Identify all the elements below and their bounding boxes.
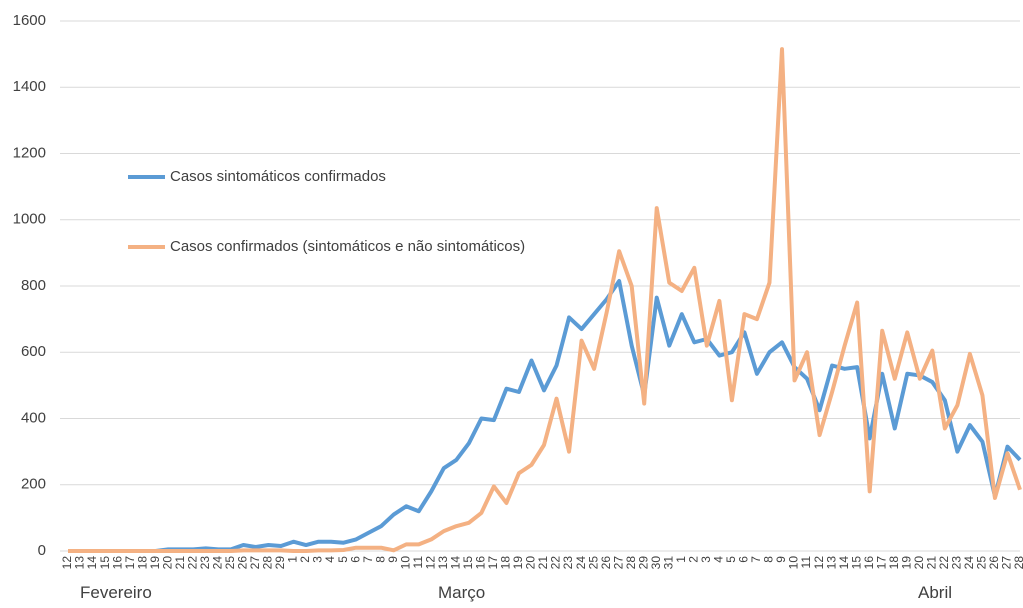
x-tick-label: 17 (874, 556, 888, 570)
x-tick-label: 21 (173, 556, 187, 570)
x-tick-label: 23 (561, 556, 575, 570)
legend-label: Casos sintomáticos confirmados (170, 168, 386, 185)
x-tick-label: 24 (574, 556, 588, 570)
x-tick-label: 25 (223, 556, 237, 570)
y-tick-label: 0 (38, 542, 46, 559)
x-tick-label: 12 (423, 556, 437, 570)
x-tick-label: 6 (737, 556, 751, 563)
x-group-label: Fevereiro (80, 583, 152, 602)
x-tick-label: 13 (436, 556, 450, 570)
x-tick-label: 19 (511, 556, 525, 570)
x-tick-label: 13 (824, 556, 838, 570)
y-tick-label: 1000 (13, 211, 46, 228)
legend-label: Casos confirmados (sintomáticos e não si… (170, 238, 525, 255)
x-tick-label: 3 (311, 556, 325, 563)
y-tick-label: 1600 (13, 12, 46, 29)
x-tick-label: 27 (1000, 556, 1014, 570)
x-tick-label: 25 (586, 556, 600, 570)
x-tick-label: 21 (536, 556, 550, 570)
x-tick-label: 16 (474, 556, 488, 570)
x-tick-label: 30 (649, 556, 663, 570)
x-tick-label: 15 (461, 556, 475, 570)
x-tick-label: 28 (261, 556, 275, 570)
x-tick-label: 20 (524, 556, 538, 570)
x-tick-label: 4 (323, 556, 337, 563)
x-tick-label: 8 (762, 556, 776, 563)
x-tick-label: 28 (1012, 556, 1023, 570)
x-tick-label: 29 (636, 556, 650, 570)
x-tick-label: 4 (712, 556, 726, 563)
x-tick-label: 22 (549, 556, 563, 570)
x-tick-label: 14 (837, 556, 851, 570)
x-tick-label: 23 (950, 556, 964, 570)
x-tick-label: 11 (411, 556, 425, 569)
x-tick-label: 24 (962, 556, 976, 570)
x-tick-label: 9 (386, 556, 400, 563)
x-tick-label: 14 (85, 556, 99, 570)
x-tick-label: 2 (686, 556, 700, 563)
x-group-label: Março (438, 583, 485, 602)
x-tick-label: 13 (73, 556, 87, 570)
x-tick-label: 27 (611, 556, 625, 570)
x-tick-label: 20 (912, 556, 926, 570)
x-tick-label: 16 (110, 556, 124, 570)
x-tick-label: 18 (887, 556, 901, 570)
x-tick-label: 6 (348, 556, 362, 563)
x-tick-label: 5 (724, 556, 738, 563)
x-tick-label: 10 (398, 556, 412, 570)
x-tick-label: 21 (924, 556, 938, 570)
x-tick-label: 5 (336, 556, 350, 563)
x-tick-label: 18 (135, 556, 149, 570)
x-tick-label: 26 (599, 556, 613, 570)
y-tick-label: 1200 (13, 144, 46, 161)
x-tick-label: 12 (60, 556, 74, 570)
y-tick-label: 800 (21, 277, 46, 294)
x-tick-label: 17 (123, 556, 137, 570)
x-tick-label: 1 (286, 556, 300, 563)
x-tick-label: 18 (499, 556, 513, 570)
x-tick-label: 14 (448, 556, 462, 570)
x-tick-label: 28 (624, 556, 638, 570)
x-tick-label: 24 (210, 556, 224, 570)
x-tick-label: 7 (361, 556, 375, 563)
x-tick-label: 26 (236, 556, 250, 570)
x-tick-label: 3 (699, 556, 713, 563)
x-tick-label: 22 (937, 556, 951, 570)
x-tick-label: 16 (862, 556, 876, 570)
y-tick-label: 200 (21, 476, 46, 493)
x-tick-label: 27 (248, 556, 262, 570)
x-tick-label: 22 (185, 556, 199, 570)
x-tick-label: 8 (373, 556, 387, 563)
x-tick-label: 10 (787, 556, 801, 570)
x-tick-label: 9 (774, 556, 788, 563)
x-tick-label: 31 (661, 556, 675, 570)
x-tick-label: 26 (987, 556, 1001, 570)
x-tick-label: 15 (849, 556, 863, 570)
y-tick-label: 600 (21, 343, 46, 360)
x-tick-label: 2 (298, 556, 312, 563)
x-tick-label: 19 (148, 556, 162, 570)
x-tick-label: 17 (486, 556, 500, 570)
x-tick-label: 19 (899, 556, 913, 570)
series-line (68, 47, 1022, 553)
y-tick-label: 1400 (13, 78, 46, 95)
y-tick-label: 400 (21, 409, 46, 426)
x-tick-label: 15 (98, 556, 112, 570)
x-group-label: Abril (918, 583, 952, 602)
x-tick-label: 11 (799, 556, 813, 569)
x-tick-label: 20 (160, 556, 174, 570)
x-tick-label: 29 (273, 556, 287, 570)
x-tick-label: 25 (975, 556, 989, 570)
x-tick-label: 12 (812, 556, 826, 570)
x-tick-label: 1 (674, 556, 688, 563)
x-tick-label: 23 (198, 556, 212, 570)
x-tick-label: 7 (749, 556, 763, 563)
